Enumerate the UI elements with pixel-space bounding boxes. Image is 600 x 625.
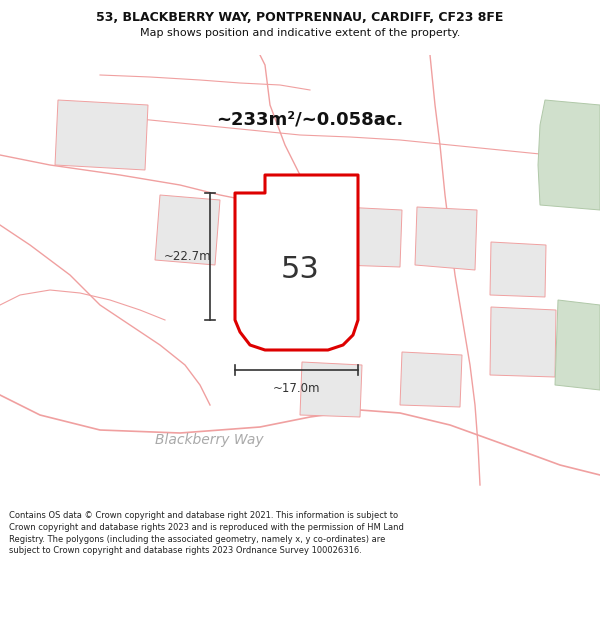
Polygon shape — [265, 205, 328, 280]
Text: 53: 53 — [281, 256, 319, 284]
Text: Contains OS data © Crown copyright and database right 2021. This information is : Contains OS data © Crown copyright and d… — [9, 511, 404, 556]
Text: Blackberry Way: Blackberry Way — [155, 433, 263, 447]
Polygon shape — [55, 100, 148, 170]
Polygon shape — [400, 352, 462, 407]
Polygon shape — [155, 195, 220, 265]
Polygon shape — [340, 207, 402, 267]
Polygon shape — [490, 307, 556, 377]
Polygon shape — [235, 175, 358, 350]
Text: 53, BLACKBERRY WAY, PONTPRENNAU, CARDIFF, CF23 8FE: 53, BLACKBERRY WAY, PONTPRENNAU, CARDIFF… — [97, 11, 503, 24]
Polygon shape — [538, 100, 600, 210]
Polygon shape — [490, 242, 546, 297]
Text: ~233m²/~0.058ac.: ~233m²/~0.058ac. — [217, 111, 404, 129]
Polygon shape — [555, 300, 600, 390]
Polygon shape — [300, 362, 362, 417]
Text: Map shows position and indicative extent of the property.: Map shows position and indicative extent… — [140, 29, 460, 39]
Text: ~17.0m: ~17.0m — [273, 382, 320, 395]
Polygon shape — [415, 207, 477, 270]
Text: ~22.7m: ~22.7m — [164, 250, 212, 263]
